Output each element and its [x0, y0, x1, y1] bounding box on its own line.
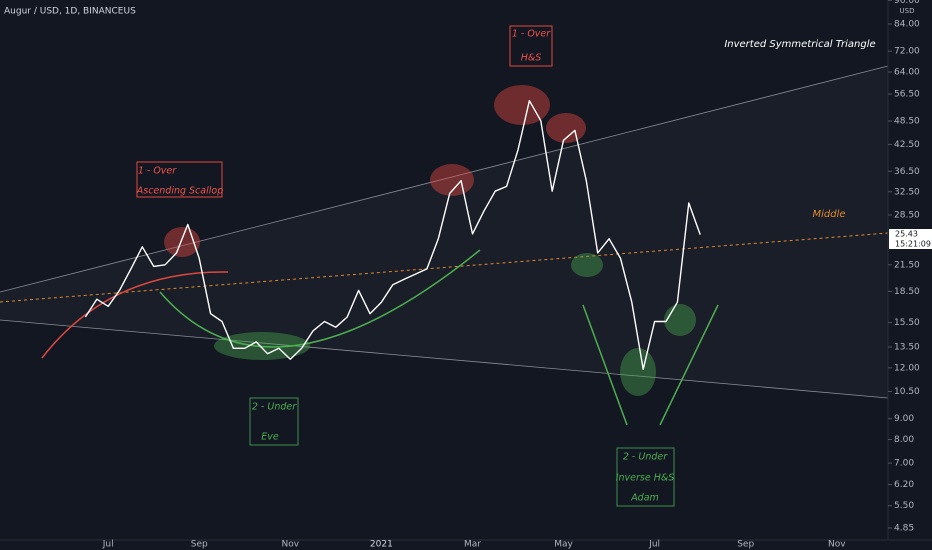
annotations: 1 - Over Ascending Scallop 2 - Under Eve…: [136, 25, 876, 507]
annotation-text: 2 - Under: [623, 452, 668, 463]
last-price-box: [889, 229, 932, 249]
y-tick-label: 32.50: [894, 187, 920, 197]
annotation-text: 1 - Over: [138, 166, 177, 177]
y-tick-label: 18.50: [894, 287, 920, 297]
annotation-box: [249, 397, 299, 446]
price-line: [84, 100, 701, 370]
scallop-arc: [41, 271, 229, 359]
annotation-box: [136, 161, 223, 198]
triangle-area: [0, 66, 888, 398]
highlight: [571, 253, 603, 277]
currency-label: USD: [900, 7, 915, 15]
highlight: [620, 348, 656, 396]
pattern-title: Inverted Symmetrical Triangle: [724, 39, 875, 50]
series-layer: [84, 100, 701, 370]
y-tick-label: 72.00: [894, 47, 920, 57]
y-tick-label: 4.85: [894, 523, 914, 533]
x-tick-label: Mar: [464, 540, 481, 550]
annotation-text: Inverse H&S: [616, 473, 675, 484]
drawings: [0, 65, 889, 426]
x-tick-label: May: [554, 540, 573, 550]
middle-line: [0, 232, 889, 303]
y-tick-label: 8.00: [894, 435, 914, 445]
y-tick-label: 36.50: [894, 167, 920, 177]
annotation-box: [616, 447, 675, 507]
y-tick-label: 12.00: [894, 363, 920, 373]
eve-arc: [159, 249, 481, 348]
annotation-text: Eve: [261, 432, 279, 443]
x-tick-label: 2021: [370, 540, 393, 550]
y-tick-label: 13.50: [894, 343, 920, 353]
highlight: [664, 304, 696, 336]
last-price: 25.43: [895, 230, 918, 239]
adam-line: [582, 304, 628, 426]
y-tick-label: 10.50: [894, 387, 920, 397]
y-tick-label: 5.50: [894, 501, 914, 511]
x-tick-label: Jul: [102, 540, 114, 550]
upper-trendline: [0, 65, 889, 293]
y-tick-label: 6.20: [894, 480, 914, 490]
y-tick-label: 84.00: [894, 19, 920, 29]
y-tick-label: 21.50: [894, 260, 920, 270]
y-tick-label: 42.50: [894, 140, 920, 150]
annotation-text: Ascending Scallop: [136, 186, 223, 197]
annotation-text: 1 - Over: [512, 29, 551, 40]
highlight: [164, 227, 200, 257]
annotation-text: 2 - Under: [252, 402, 297, 413]
y-tick-label: 15.50: [894, 318, 920, 328]
lower-trendline: [0, 319, 889, 399]
symbol-header: Augur / USD, 1D, BINANCEUS: [4, 7, 136, 17]
y-tick-label: 28.50: [894, 210, 920, 220]
annotation-box: [509, 25, 553, 67]
countdown: 15:21:09: [895, 240, 931, 249]
x-tick-label: Jul: [648, 540, 660, 550]
x-tick-label: Nov: [282, 540, 300, 550]
y-tick-label: 56.50: [894, 90, 920, 100]
adam-line: [659, 304, 719, 426]
annotation-text: H&S: [521, 53, 542, 64]
y-tick-label: 7.00: [894, 459, 914, 469]
y-tick-label: 9.00: [894, 414, 914, 424]
annotation-text: Adam: [630, 493, 659, 504]
x-tick-label: Sep: [737, 540, 754, 550]
y-tick-label: 48.50: [894, 117, 920, 127]
y-tick-label: 96.00: [894, 0, 920, 6]
x-tick-label: Nov: [828, 540, 846, 550]
x-tick-label: Sep: [191, 540, 208, 550]
green-highlights: [214, 253, 696, 396]
highlight: [494, 85, 550, 125]
y-tick-label: 64.00: [894, 68, 920, 78]
middle-label: Middle: [812, 209, 845, 220]
highlight: [214, 332, 310, 360]
